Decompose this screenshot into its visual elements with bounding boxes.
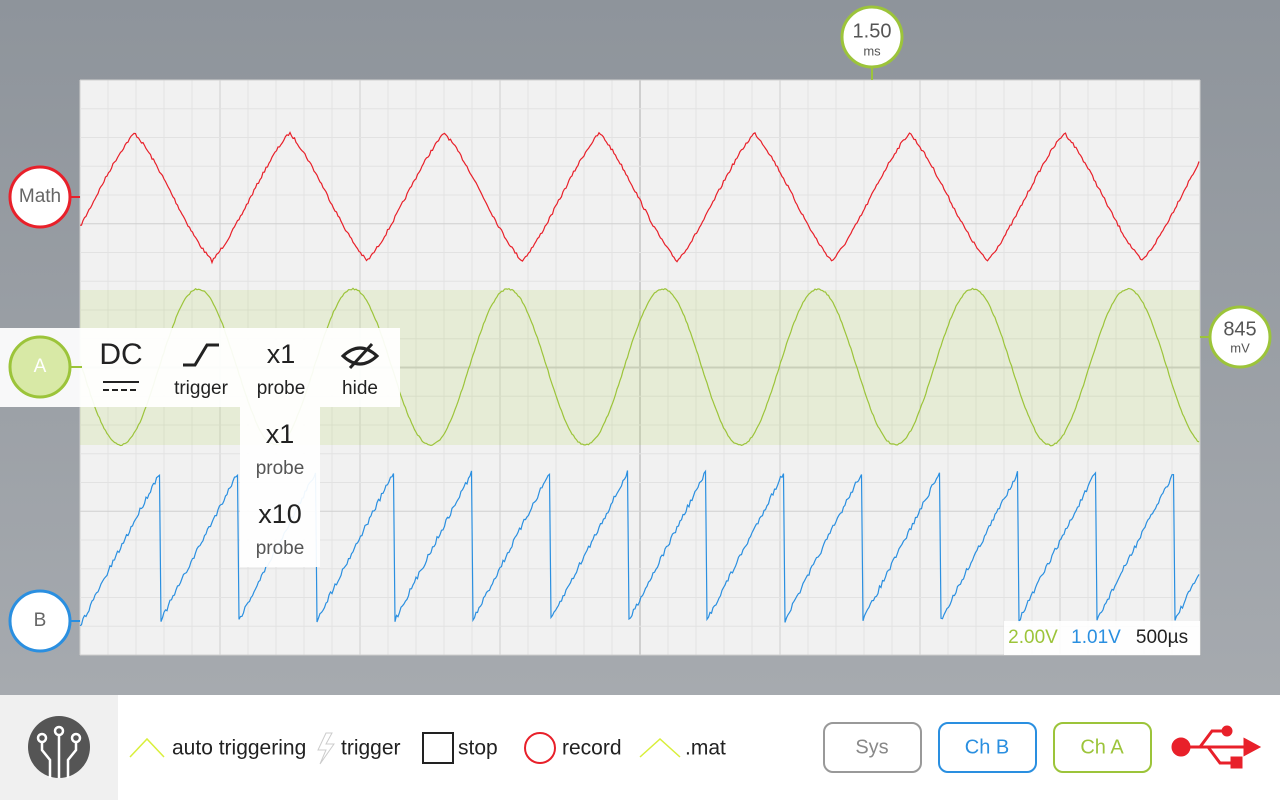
logo-icon [36, 725, 82, 778]
auto-trigger-icon [129, 737, 165, 758]
usb-icon [1171, 725, 1262, 769]
scale-time: 500µs [1136, 627, 1188, 648]
cha-button[interactable] [1053, 722, 1152, 773]
stop[interactable]: stop [458, 737, 498, 760]
probe-dropdown [240, 407, 320, 567]
time-unit: ms [863, 43, 881, 58]
auto-triggering[interactable]: auto triggering [172, 737, 306, 760]
b-channel[interactable] [8, 589, 72, 653]
trigger[interactable]: trigger [341, 737, 401, 760]
probe-option-label: probe [256, 538, 305, 559]
trigger-icon [183, 343, 219, 367]
scale-a: 2.00V [1008, 627, 1058, 648]
record[interactable]: record [562, 737, 622, 760]
probe-option[interactable]: x1 [266, 419, 295, 449]
math-label: Math [19, 186, 61, 207]
trigger-icon [317, 732, 335, 765]
mat[interactable]: .mat [685, 737, 726, 760]
offset-value: 845 [1223, 318, 1256, 340]
offset-cursor[interactable] [1208, 305, 1272, 369]
a-label: A [34, 356, 47, 377]
b-label: B [34, 610, 47, 631]
probe-value[interactable]: x1 [267, 339, 296, 369]
time-value: 1.50 [853, 20, 892, 42]
probe-option[interactable]: x10 [258, 499, 302, 529]
scale-b: 1.01V [1071, 627, 1121, 648]
hide-icon [348, 342, 374, 370]
record-icon [524, 732, 556, 764]
stop-icon [422, 732, 454, 764]
waveform [80, 131, 1200, 265]
hide-icon [340, 346, 380, 366]
chb-label: Ch B [965, 736, 1009, 758]
probe-option-label: probe [256, 458, 305, 479]
probe-label: probe [257, 378, 306, 399]
sys-label: Sys [855, 736, 888, 758]
coupling[interactable]: DC [99, 338, 142, 371]
offset-unit: mV [1230, 340, 1250, 355]
mat-icon [639, 737, 681, 758]
scale-box [1004, 621, 1200, 655]
math-channel[interactable] [8, 165, 72, 229]
sys-button[interactable] [823, 722, 922, 773]
chb-button[interactable] [938, 722, 1037, 773]
cha-label: Ch A [1080, 736, 1124, 758]
trigger-option[interactable]: trigger [174, 378, 229, 399]
hide-option[interactable]: hide [342, 378, 378, 399]
time-cursor[interactable] [840, 5, 904, 69]
